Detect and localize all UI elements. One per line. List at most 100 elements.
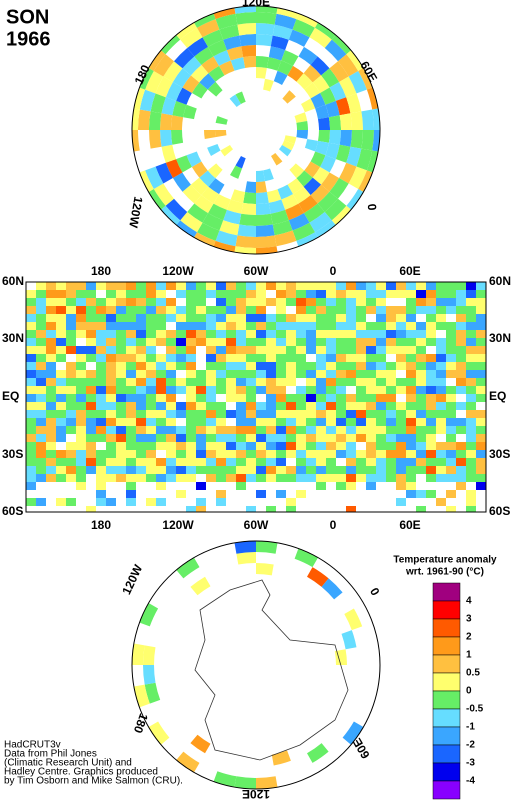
- grid-cell: [56, 466, 66, 474]
- grid-cell: [86, 298, 96, 306]
- grid-cell: [36, 386, 46, 394]
- grid-cell: [436, 410, 446, 418]
- grid-cell: [296, 474, 306, 482]
- grid-cell: [386, 322, 396, 330]
- grid-cell: [116, 330, 126, 338]
- grid-cell: [216, 498, 226, 506]
- grid-cell: [46, 466, 56, 474]
- grid-cell: [161, 144, 177, 163]
- grid-cell: [466, 338, 476, 346]
- grid-cell: [350, 111, 364, 130]
- grid-cell: [466, 330, 476, 338]
- grid-cell: [256, 426, 266, 434]
- grid-cell: [276, 378, 286, 386]
- grid-cell: [46, 450, 56, 458]
- grid-cell: [26, 338, 36, 346]
- grid-cell: [76, 386, 86, 394]
- grid-cell: [246, 426, 256, 434]
- grid-cell: [466, 298, 476, 306]
- grid-cell: [372, 107, 380, 130]
- grid-cell: [160, 113, 173, 130]
- grid-cell: [208, 178, 225, 195]
- grid-cell: [266, 434, 276, 442]
- grid-cell: [321, 68, 340, 88]
- map-label: 60W: [244, 518, 269, 532]
- grid-cell: [366, 378, 376, 386]
- grid-cell: [146, 378, 156, 386]
- grid-cell: [336, 330, 346, 338]
- grid-cell: [304, 161, 321, 178]
- grid-cell: [166, 458, 176, 466]
- grid-cell: [156, 290, 166, 298]
- grid-cell: [150, 93, 166, 114]
- grid-cell: [236, 322, 246, 330]
- grid-cell: [56, 458, 66, 466]
- grid-cell: [306, 466, 316, 474]
- grid-cell: [326, 458, 336, 466]
- grid-cell: [356, 418, 366, 426]
- legend-label: -0.5: [466, 704, 484, 715]
- grid-cell: [166, 442, 176, 450]
- grid-cell: [190, 64, 209, 83]
- grid-cell: [196, 338, 206, 346]
- grid-cell: [476, 322, 486, 330]
- grid-cell: [466, 322, 476, 330]
- grid-cell: [296, 130, 308, 139]
- grid-cell: [206, 290, 216, 298]
- grid-cell: [186, 322, 196, 330]
- grid-cell: [276, 370, 286, 378]
- grid-cell: [396, 450, 406, 458]
- grid-cell: [196, 386, 206, 394]
- grid-cell: [76, 410, 86, 418]
- grid-cell: [46, 458, 56, 466]
- grid-cell: [466, 426, 476, 434]
- map-label: 120E: [242, 0, 270, 9]
- grid-cell: [396, 282, 406, 290]
- grid-cell: [466, 450, 476, 458]
- grid-cell: [416, 298, 426, 306]
- grid-cell: [246, 466, 256, 474]
- grid-cell: [116, 450, 126, 458]
- grid-cell: [329, 82, 347, 101]
- grid-cell: [126, 418, 136, 426]
- grid-cell: [287, 65, 304, 82]
- grid-cell: [386, 394, 396, 402]
- grid-cell: [196, 370, 206, 378]
- grid-cell: [396, 346, 406, 354]
- grid-cell: [46, 298, 56, 306]
- grid-cell: [406, 362, 416, 370]
- grid-cell: [66, 322, 76, 330]
- grid-cell: [207, 81, 223, 97]
- grid-cell: [234, 541, 256, 554]
- map-label: 30N: [2, 331, 24, 345]
- grid-cell: [116, 298, 126, 306]
- map-label: 60S: [489, 504, 510, 518]
- grid-cell: [426, 306, 436, 314]
- grid-cell: [356, 386, 366, 394]
- grid-cell: [276, 426, 286, 434]
- grid-cell: [190, 734, 211, 754]
- grid-cell: [146, 394, 156, 402]
- grid-cell: [466, 314, 476, 322]
- grid-cell: [66, 370, 76, 378]
- grid-cell: [146, 442, 156, 450]
- grid-cell: [276, 490, 286, 498]
- grid-cell: [226, 426, 236, 434]
- grid-cell: [316, 282, 326, 290]
- grid-cell: [165, 198, 188, 221]
- grid-cell: [386, 346, 396, 354]
- grid-cell: [316, 458, 326, 466]
- grid-cell: [66, 290, 76, 298]
- grid-cell: [191, 161, 208, 178]
- grid-cell: [246, 394, 256, 402]
- grid-cell: [207, 144, 221, 156]
- grid-cell: [416, 434, 426, 442]
- grid-cell: [156, 410, 166, 418]
- grid-cell: [116, 338, 126, 346]
- grid-cell: [335, 97, 351, 116]
- grid-cell: [256, 442, 266, 450]
- grid-cell: [366, 330, 376, 338]
- grid-cell: [186, 450, 196, 458]
- grid-cell: [286, 298, 296, 306]
- grid-cell: [396, 306, 406, 314]
